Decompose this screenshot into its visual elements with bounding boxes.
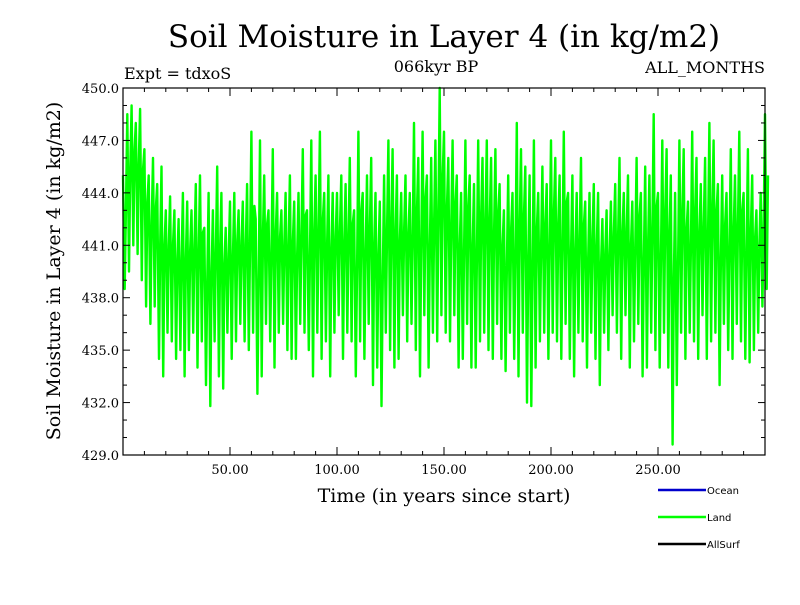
- legend-label-land: Land: [707, 513, 731, 524]
- series-line-0: [121, 86, 770, 446]
- y-tick-label: 438.0: [82, 292, 119, 307]
- plot-area: [121, 86, 770, 446]
- axis-ticks: 429.0 432.0 435.0 438.0 441.0 444.0 447.0 450.0…: [82, 82, 765, 478]
- y-axis-label: Soil Moisture in Layer 4 (in kg/m2): [43, 102, 65, 441]
- legend-label-allsurf: AllSurf: [707, 540, 740, 551]
- x-tick-label: 200.00: [528, 463, 574, 478]
- x-axis-label: Time (in years since start): [318, 485, 571, 507]
- y-tick-label: 429.0: [82, 449, 119, 464]
- y-tick-label: 447.0: [82, 134, 119, 149]
- legend: Ocean Land AllSurf: [658, 486, 740, 551]
- y-tick-label: 432.0: [82, 397, 119, 412]
- y-tick-label: 435.0: [82, 344, 119, 359]
- x-tick-label: 250.00: [635, 463, 681, 478]
- chart-title: Soil Moisture in Layer 4 (in kg/m2): [168, 19, 720, 55]
- x-tick-label: 50.00: [211, 463, 248, 478]
- x-tick-label: 150.00: [421, 463, 467, 478]
- plot-frame: [122, 87, 766, 456]
- period-label: 066kyr BP: [394, 57, 479, 76]
- months-label: ALL_MONTHS: [644, 58, 765, 77]
- y-tick-label: 450.0: [82, 82, 119, 97]
- x-tick-label: 100.00: [314, 463, 360, 478]
- experiment-label: Expt = tdxoS: [124, 64, 231, 83]
- y-tick-label: 444.0: [82, 187, 119, 202]
- y-tick-label: 441.0: [82, 239, 119, 254]
- legend-label-ocean: Ocean: [707, 486, 739, 497]
